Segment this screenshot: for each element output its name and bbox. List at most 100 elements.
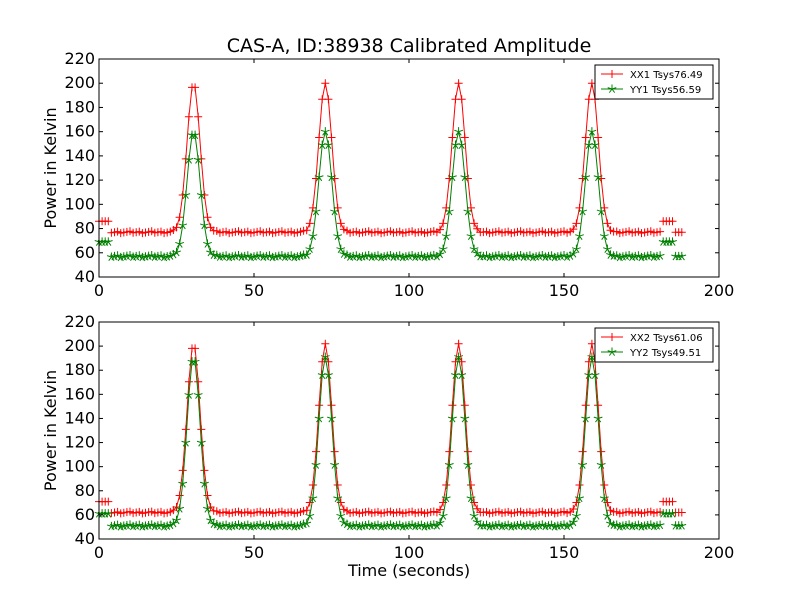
data-point: [600, 480, 609, 489]
data-point: [677, 251, 687, 261]
data-point: [193, 155, 203, 164]
data-point: [575, 493, 584, 503]
data-point: [438, 511, 448, 520]
data-point: [320, 352, 330, 361]
data-point: [302, 506, 311, 515]
data-point: [469, 244, 479, 254]
data-point: [429, 250, 439, 260]
data-point: [603, 219, 612, 228]
data-point: [314, 172, 324, 182]
data-point: [457, 140, 467, 149]
data-point: [302, 518, 312, 528]
legend-marker: [607, 347, 617, 356]
data-point: [599, 231, 609, 241]
subplot-2: 0 50 100 150 200 40 60 80 100 120 140 160 180 200 220 P…: [41, 312, 734, 580]
data-point: [308, 493, 318, 503]
legend: XX2 Tsys61.06 YY2 Tsys49.51: [594, 327, 714, 363]
data-point: [677, 521, 687, 530]
data-point: [445, 447, 454, 456]
data-point: [444, 206, 454, 216]
data-point: [454, 127, 464, 136]
data-point: [470, 219, 479, 228]
data-point: [448, 401, 457, 410]
data-point: [606, 518, 615, 528]
legend-box: [594, 64, 714, 100]
data-point: [181, 425, 190, 434]
data-point: [568, 517, 578, 527]
x-tick-label: 150: [549, 281, 580, 300]
data-point: [197, 425, 206, 434]
data-point: [472, 517, 482, 526]
data-point: [571, 244, 581, 254]
legend: XX1 Tsys76.49 YY1 Tsys56.59: [594, 64, 714, 100]
data-point: [602, 511, 612, 520]
data-point: [460, 133, 469, 142]
data-point: [330, 447, 339, 456]
data-point: [655, 520, 665, 530]
legend-box: [594, 327, 714, 363]
data-point: [593, 414, 603, 423]
data-point: [103, 509, 113, 518]
data-point: [447, 172, 457, 182]
data-point: [333, 231, 343, 241]
x-axis-label: Time (seconds): [347, 561, 470, 580]
x-tick-label: 0: [94, 543, 104, 562]
y-tick-label: 180: [64, 360, 95, 379]
data-point: [457, 370, 467, 379]
data-point: [451, 140, 460, 149]
data-point: [581, 172, 591, 182]
data-point: [191, 83, 200, 92]
data-point: [463, 460, 473, 469]
data-point: [581, 401, 590, 410]
data-point: [190, 130, 200, 140]
series-yy2: [94, 352, 687, 531]
data-point: [327, 172, 336, 182]
x-tick-label: 150: [549, 543, 580, 562]
data-point: [203, 213, 212, 222]
data-point: [178, 479, 188, 488]
subplot-1: CAS-A, ID:38938 Calibrated Amplitude 0 50 1…: [41, 35, 734, 300]
data-point: [472, 248, 482, 258]
data-point: [339, 249, 349, 258]
data-point: [578, 206, 588, 216]
data-point: [196, 438, 206, 447]
data-point: [444, 460, 454, 469]
data-point: [103, 237, 113, 246]
data-point: [330, 206, 340, 216]
data-point: [668, 497, 677, 506]
data-point: [209, 519, 219, 528]
data-point: [677, 508, 686, 517]
data-point: [191, 344, 200, 353]
data-point: [467, 480, 475, 489]
y-axis-label: Power in Kelvin: [41, 107, 60, 228]
data-point: [181, 190, 191, 199]
data-point: [668, 217, 677, 226]
y-tick-label: 80: [75, 481, 95, 500]
data-point: [175, 213, 184, 222]
data-point: [190, 357, 200, 366]
data-point: [460, 172, 470, 182]
y-tick-label: 200: [64, 336, 95, 355]
legend-label: XX1 Tsys76.49: [630, 70, 703, 81]
data-point: [602, 244, 612, 254]
data-point: [323, 370, 333, 379]
data-point: [184, 155, 194, 164]
data-point: [327, 414, 336, 423]
data-point: [327, 401, 336, 410]
data-point: [333, 480, 342, 489]
data-point: [584, 140, 594, 149]
y-tick-label: 220: [64, 312, 95, 331]
data-point: [203, 239, 212, 248]
data-point: [668, 237, 677, 246]
legend-label: YY1 Tsys56.59: [629, 85, 701, 96]
data-point: [677, 228, 686, 237]
data-point: [333, 493, 343, 503]
x-tick-label: 100: [394, 281, 425, 300]
data-point: [172, 223, 181, 232]
data-point: [315, 401, 324, 410]
data-point: [327, 133, 336, 142]
data-point: [172, 247, 181, 257]
data-point: [587, 352, 597, 361]
data-point: [596, 206, 606, 216]
